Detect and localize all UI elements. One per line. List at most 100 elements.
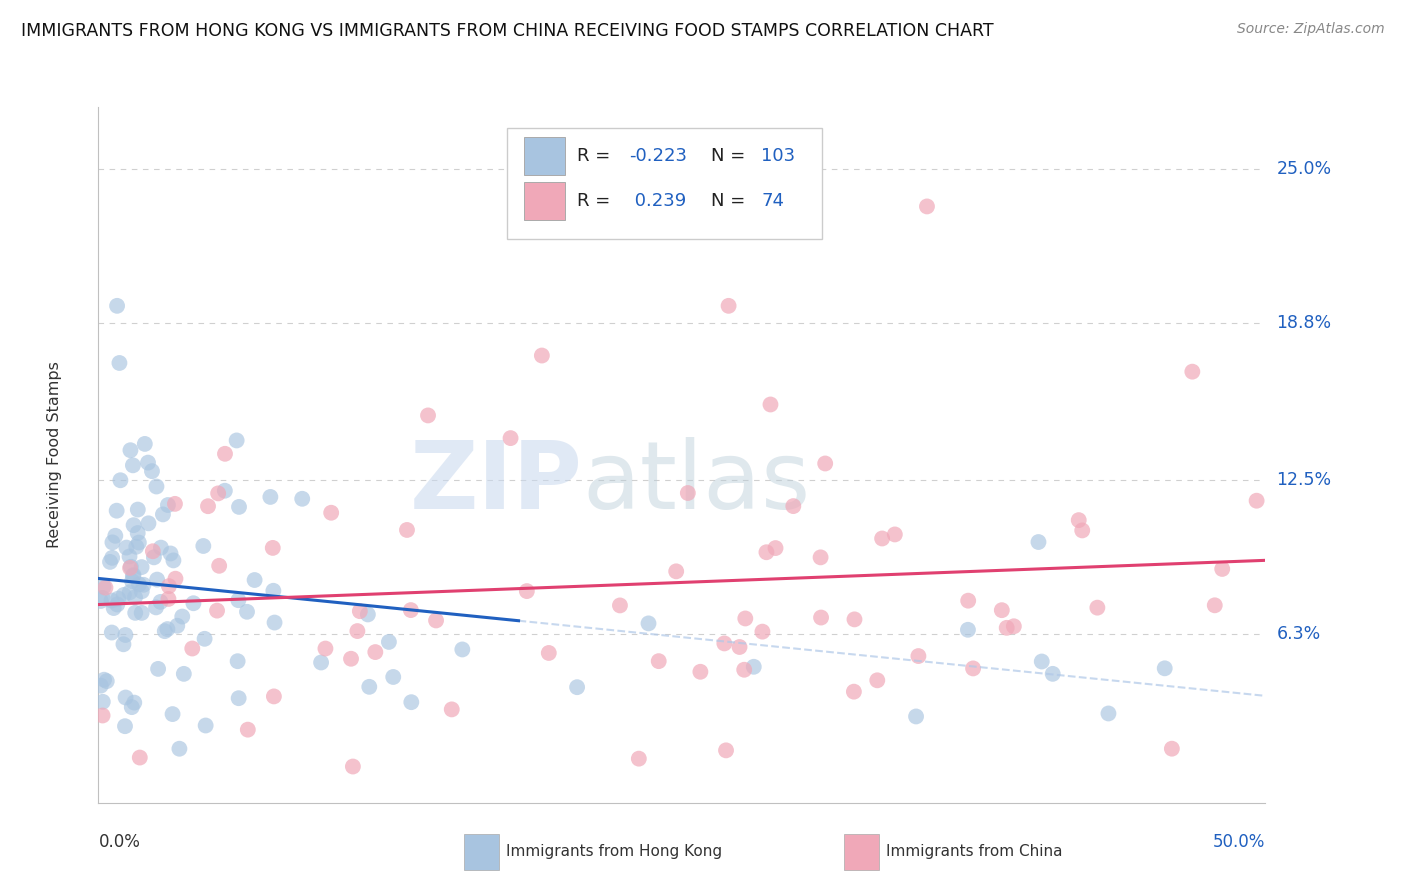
Text: 50.0%: 50.0% [1213, 833, 1265, 851]
Text: 103: 103 [761, 147, 796, 165]
Point [124, 696, 146, 710]
Point [349, 604, 371, 618]
Text: IMMIGRANTS FROM HONG KONG VS IMMIGRANTS FROM CHINA RECEIVING FOOD STAMPS CORRELA: IMMIGRANTS FROM HONG KONG VS IMMIGRANTS … [21, 22, 994, 40]
Point [378, 635, 401, 649]
Point [125, 540, 148, 554]
Point [112, 588, 135, 602]
Point [734, 611, 756, 625]
Point [425, 614, 447, 628]
Point [1160, 741, 1182, 756]
Point [262, 583, 284, 598]
Point [1211, 562, 1233, 576]
Point [138, 516, 160, 531]
Point [124, 606, 146, 620]
Point [181, 641, 204, 656]
Point [627, 752, 650, 766]
Point [98, 555, 121, 569]
Point [103, 601, 125, 615]
Point [364, 645, 387, 659]
Point [162, 553, 184, 567]
Text: 12.5%: 12.5% [1277, 471, 1331, 489]
Point [1246, 493, 1268, 508]
Point [309, 656, 332, 670]
Point [194, 632, 217, 646]
Point [94, 581, 117, 595]
Point [440, 702, 463, 716]
Point [1071, 524, 1094, 538]
Point [156, 622, 179, 636]
Point [733, 663, 755, 677]
Point [214, 483, 236, 498]
Text: N =: N = [711, 192, 751, 210]
Point [759, 397, 782, 411]
Point [866, 673, 889, 688]
Point [637, 616, 659, 631]
Point [537, 646, 560, 660]
Point [228, 593, 250, 607]
Text: atlas: atlas [582, 437, 811, 529]
Point [676, 486, 699, 500]
Point [114, 719, 136, 733]
Point [162, 707, 184, 722]
Point [93, 580, 115, 594]
Point [1028, 535, 1050, 549]
Point [962, 661, 984, 675]
Point [228, 500, 250, 514]
Point [263, 690, 285, 704]
Point [146, 573, 169, 587]
FancyBboxPatch shape [524, 136, 565, 175]
Point [956, 623, 979, 637]
Text: 6.3%: 6.3% [1277, 624, 1320, 643]
Point [648, 654, 671, 668]
Point [207, 486, 229, 500]
Point [105, 598, 128, 612]
FancyBboxPatch shape [524, 182, 565, 220]
Point [382, 670, 405, 684]
Point [814, 457, 837, 471]
Point [141, 464, 163, 478]
Point [128, 750, 150, 764]
Point [136, 456, 159, 470]
Point [120, 561, 142, 575]
Point [214, 447, 236, 461]
Point [262, 541, 284, 555]
Point [91, 695, 114, 709]
Point [259, 490, 281, 504]
Point [728, 640, 751, 654]
Point [399, 603, 422, 617]
Point [104, 529, 127, 543]
Point [765, 541, 787, 555]
Point [132, 578, 155, 592]
Point [359, 680, 381, 694]
Point [121, 574, 143, 589]
Point [166, 618, 188, 632]
FancyBboxPatch shape [508, 128, 823, 239]
Text: N =: N = [711, 147, 751, 165]
Text: 74: 74 [761, 192, 785, 210]
Point [717, 299, 740, 313]
Point [451, 642, 474, 657]
Point [1042, 666, 1064, 681]
Point [342, 759, 364, 773]
Point [357, 607, 380, 622]
Point [112, 637, 135, 651]
Point [395, 523, 418, 537]
Point [263, 615, 285, 630]
Point [1085, 600, 1108, 615]
Point [228, 691, 250, 706]
Point [530, 349, 553, 363]
Text: Receiving Food Stamps: Receiving Food Stamps [46, 361, 62, 549]
Point [291, 491, 314, 506]
Point [183, 596, 205, 610]
Text: R =: R = [576, 147, 616, 165]
Point [149, 595, 172, 609]
Point [1097, 706, 1119, 721]
Point [157, 579, 180, 593]
Text: 0.239: 0.239 [630, 192, 686, 210]
Point [122, 518, 145, 533]
Point [122, 569, 145, 583]
Point [131, 584, 153, 599]
Point [742, 660, 765, 674]
Point [499, 431, 522, 445]
Point [149, 541, 172, 555]
